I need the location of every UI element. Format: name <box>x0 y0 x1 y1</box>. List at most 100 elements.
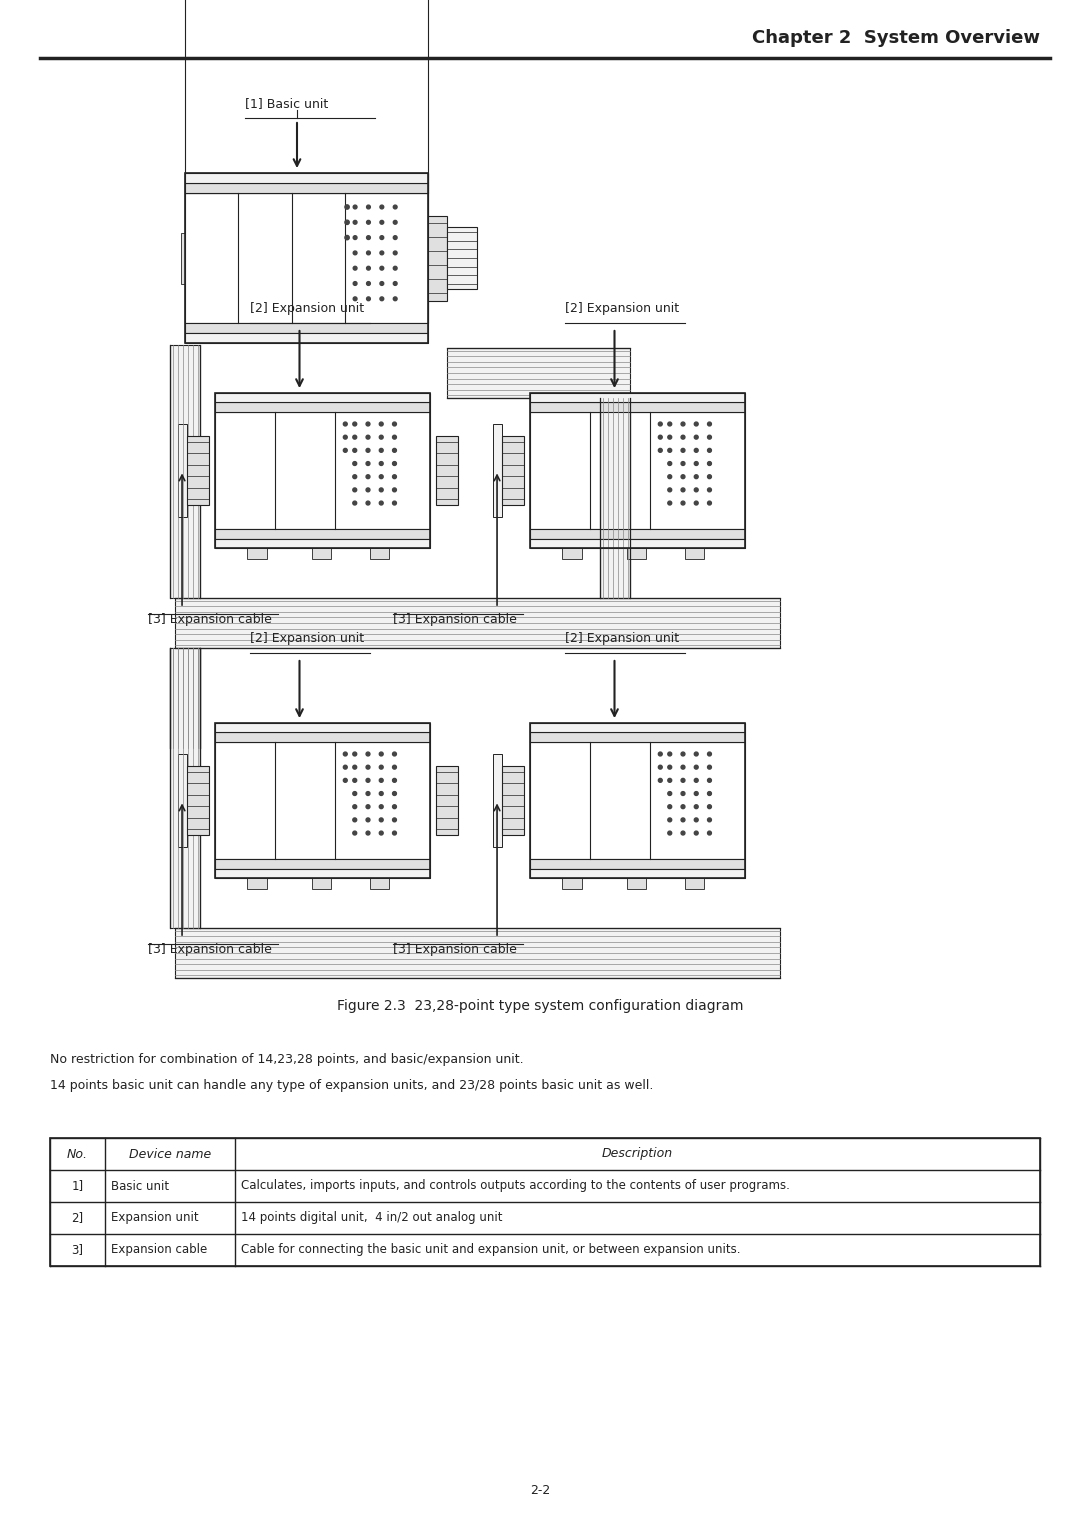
Circle shape <box>694 461 698 466</box>
Circle shape <box>694 501 698 504</box>
Text: 14 points digital unit,  4 in/2 out analog unit: 14 points digital unit, 4 in/2 out analo… <box>241 1212 502 1224</box>
Circle shape <box>694 752 698 756</box>
Text: [2] Expansion unit: [2] Expansion unit <box>565 303 678 315</box>
Bar <box>175 597 780 648</box>
Circle shape <box>353 817 356 822</box>
Circle shape <box>366 435 370 439</box>
Bar <box>215 869 430 879</box>
Bar <box>428 215 447 301</box>
Circle shape <box>667 448 672 452</box>
Text: 2]: 2] <box>71 1212 83 1224</box>
Circle shape <box>659 778 662 782</box>
Circle shape <box>681 792 685 796</box>
Circle shape <box>353 831 356 834</box>
Circle shape <box>392 448 396 452</box>
Bar <box>626 879 646 889</box>
Circle shape <box>353 448 356 452</box>
Circle shape <box>366 475 370 478</box>
Bar <box>447 348 630 397</box>
Bar <box>215 723 430 732</box>
Bar <box>502 437 524 504</box>
Bar <box>563 549 582 559</box>
Circle shape <box>380 296 383 301</box>
Circle shape <box>707 435 712 439</box>
Circle shape <box>353 266 357 270</box>
Bar <box>215 411 430 529</box>
Circle shape <box>707 501 712 504</box>
Circle shape <box>393 235 397 240</box>
Circle shape <box>667 422 672 426</box>
Circle shape <box>681 422 685 426</box>
Bar <box>530 402 745 411</box>
Circle shape <box>667 475 672 478</box>
Circle shape <box>366 461 370 466</box>
Circle shape <box>707 778 712 782</box>
Circle shape <box>667 778 672 782</box>
Bar <box>185 322 428 333</box>
Circle shape <box>707 766 712 769</box>
Text: 14 points basic unit can handle any type of expansion units, and 23/28 points ba: 14 points basic unit can handle any type… <box>50 1079 653 1091</box>
Text: Description: Description <box>602 1148 673 1160</box>
Circle shape <box>366 422 370 426</box>
Circle shape <box>343 448 348 452</box>
Circle shape <box>380 251 383 255</box>
Bar <box>185 173 428 342</box>
Circle shape <box>366 792 370 796</box>
Circle shape <box>353 475 356 478</box>
Circle shape <box>345 220 349 225</box>
Bar <box>215 723 430 879</box>
Bar <box>215 402 430 411</box>
Circle shape <box>353 251 357 255</box>
Circle shape <box>667 831 672 834</box>
Circle shape <box>343 422 348 426</box>
Circle shape <box>366 235 370 240</box>
Circle shape <box>380 220 383 225</box>
Circle shape <box>353 205 357 209</box>
Circle shape <box>659 422 662 426</box>
Bar <box>312 879 332 889</box>
Bar <box>494 753 502 847</box>
Circle shape <box>353 461 356 466</box>
Circle shape <box>343 752 348 756</box>
Circle shape <box>392 805 396 808</box>
Bar <box>175 927 780 978</box>
Circle shape <box>379 817 383 822</box>
Bar <box>185 173 428 183</box>
Circle shape <box>667 435 672 439</box>
Bar <box>215 539 430 549</box>
Circle shape <box>681 805 685 808</box>
Circle shape <box>392 778 396 782</box>
Text: [3] Expansion cable: [3] Expansion cable <box>393 613 517 626</box>
Circle shape <box>707 487 712 492</box>
Bar <box>626 549 646 559</box>
Bar <box>170 648 200 927</box>
Bar <box>530 529 745 539</box>
Bar <box>181 232 185 284</box>
Circle shape <box>694 792 698 796</box>
Circle shape <box>707 461 712 466</box>
Circle shape <box>667 805 672 808</box>
Text: [3] Expansion cable: [3] Expansion cable <box>148 943 272 957</box>
Bar <box>530 393 745 402</box>
Circle shape <box>659 435 662 439</box>
Bar <box>185 185 428 194</box>
Circle shape <box>694 778 698 782</box>
Circle shape <box>353 487 356 492</box>
Text: Basic unit: Basic unit <box>111 1180 170 1192</box>
Text: Chapter 2  System Overview: Chapter 2 System Overview <box>752 29 1040 47</box>
Bar <box>369 879 389 889</box>
Bar <box>170 648 200 749</box>
Circle shape <box>366 805 370 808</box>
Circle shape <box>707 805 712 808</box>
Circle shape <box>366 266 370 270</box>
Bar <box>502 767 524 834</box>
Circle shape <box>366 501 370 504</box>
Bar <box>170 345 200 597</box>
Circle shape <box>681 461 685 466</box>
Circle shape <box>379 487 383 492</box>
Bar <box>178 423 187 516</box>
Circle shape <box>392 766 396 769</box>
Circle shape <box>366 778 370 782</box>
Circle shape <box>366 831 370 834</box>
Circle shape <box>392 487 396 492</box>
